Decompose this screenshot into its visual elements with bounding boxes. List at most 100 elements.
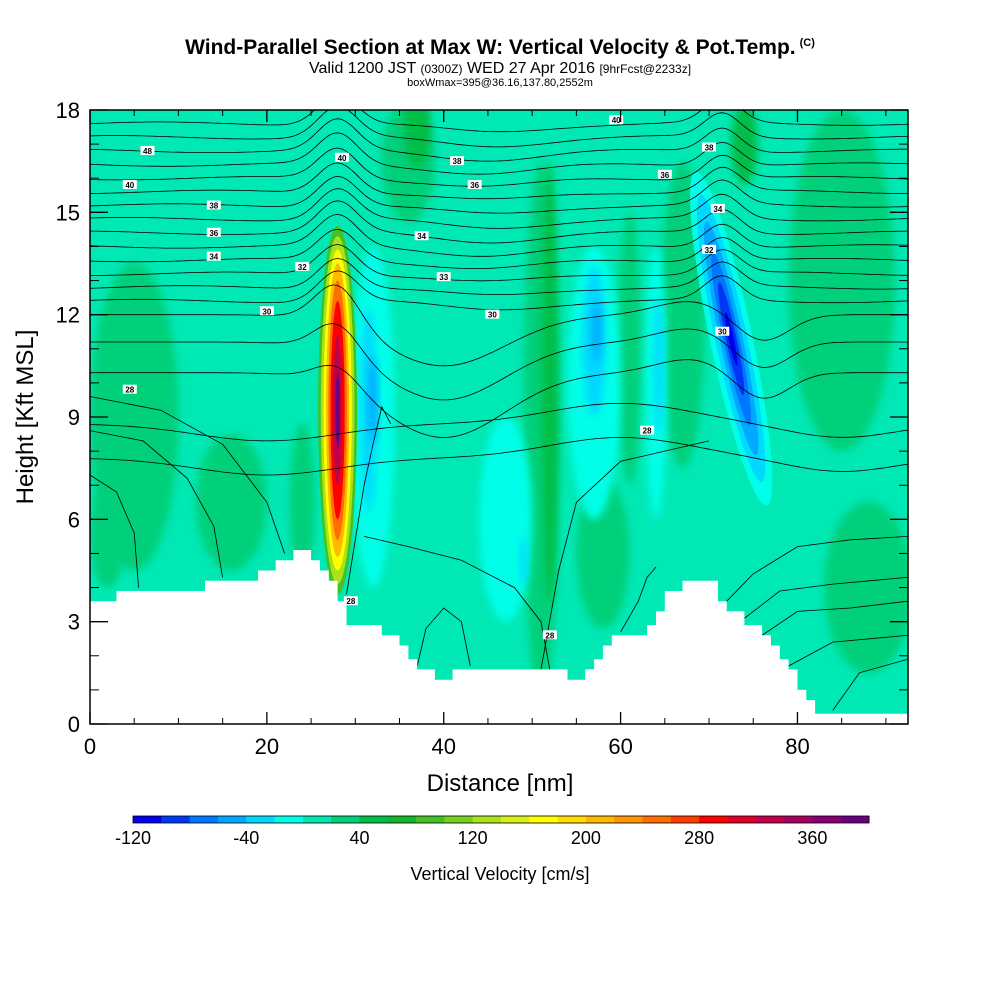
velocity-blob [479,416,533,622]
isentrope-label: 48 [140,145,155,156]
isentrope-label-bg [467,180,482,190]
colorbar-swatch [189,816,219,823]
isentrope-label-text: 38 [209,202,218,211]
colorbar-tick-label: 120 [458,828,488,848]
isentrope-line [832,658,908,711]
colorbar-swatch [302,816,332,823]
isentrope-label-text: 40 [612,116,621,125]
y-axis-label: Height [Kft MSL] [12,330,39,505]
isentrope-label: 38 [702,142,717,153]
velocity-blob [368,355,378,445]
x-tick-label: 60 [608,734,632,759]
isentrope-label: 36 [467,180,482,190]
title-text: Wind-Parallel Section at Max W: Vertical… [185,36,796,59]
y-tick-label: 15 [56,200,80,225]
chart-subtitle: Valid 1200 JST (0300Z) WED 27 Apr 2016 [… [0,60,1000,78]
colorbar-swatch [529,816,559,823]
velocity-blob [731,110,758,186]
velocity-blob [289,423,315,581]
isentrope-label-text: 32 [705,246,714,255]
isentrope-label: 34 [414,231,429,241]
isentrope-label-bg [414,231,429,241]
terrain [90,550,908,724]
isentrope-line [90,228,908,269]
velocity-blob [592,301,602,363]
isentrope-label: 28 [122,384,137,395]
colorbar-swatch [416,816,445,823]
isentrope-label: 38 [206,200,221,211]
isentrope-line [90,244,908,282]
isentrope-line [90,323,908,401]
isentrope-label: 30 [485,309,500,320]
x-tick-label: 20 [255,734,279,759]
isentrope-line [90,437,908,476]
isentrope-label-text: 38 [705,144,714,153]
isentrope-label: 36 [657,169,672,180]
isentrope-label: 32 [295,261,310,272]
isentrope-line [90,396,285,554]
isentrope-label-bg [140,145,155,155]
isentrope-label-text: 33 [439,273,448,282]
isentrope-label-text: 28 [643,427,652,436]
colorbar-swatch [642,816,672,823]
x-tick-label: 80 [785,734,809,759]
isentrope-label: 40 [335,152,350,163]
isentrope-label-text: 28 [545,631,554,640]
isentrope-label-text: 36 [209,229,218,238]
isentrope-label: 33 [436,272,451,282]
isentrope-label-text: 36 [660,171,669,180]
isentrope-label-text: 34 [417,232,426,241]
y-tick-label: 0 [68,712,80,737]
colorbar-swatch [699,816,728,823]
isentrope-line [90,147,908,187]
isentrope-label-bg [335,152,350,162]
velocity-blob [196,434,267,571]
velocity-blob [90,485,126,588]
colorbar-tick-label: -120 [115,828,151,848]
isentrope-label-text: 48 [143,147,152,156]
isentrope-label-text: 30 [488,311,497,320]
colorbar-tick-label: -40 [233,828,259,848]
colorbar-swatch [133,816,162,823]
colorbar-swatch [217,816,247,823]
colorbar-swatch [387,816,417,823]
isentrope-line [90,359,908,438]
isentrope-line [90,284,908,367]
colorbar-label: Vertical Velocity [cm/s] [410,864,589,884]
colorbar-swatch [614,816,644,823]
isentrope-label: 28 [343,596,358,606]
y-tick-label: 6 [68,507,80,532]
isentrope-line [90,474,139,588]
velocity-blob [617,212,641,486]
isentrope-label-bg [657,169,672,179]
colorbar-swatch [670,816,700,823]
isentrope-label: 30 [715,326,730,337]
isentrope-label-text: 40 [125,181,134,190]
isentrope-label-bg [715,326,730,336]
isentrope-label-bg [436,272,451,282]
isentrope-label-bg [206,251,221,261]
isentrope-label-bg [702,142,717,152]
isentrope-label-bg [609,115,624,125]
terrain-mask [90,550,908,724]
colorbar-swatch [246,816,276,823]
isentrope-label-text: 34 [209,253,218,262]
box-info: boxWmax=395@36.16,137.80,2552m [407,77,593,89]
colorbar-tick-label: 280 [684,828,714,848]
isentrope-line [761,600,908,636]
isentrope-label-bg [485,309,500,319]
velocity-blob [519,536,527,585]
valid-time: Valid 1200 JST [308,60,416,77]
isentrope-label: 34 [710,203,725,214]
isentrope-line [90,213,908,257]
isentrope-line [90,175,908,214]
isentrope-label-bg [542,630,557,640]
isentrope-label-bg [710,203,725,213]
isentrope-line [90,132,908,175]
isentrope-line [788,634,908,667]
isentrope-label-bg [702,244,717,254]
isentrope-line [90,200,908,244]
isentrope-line [90,430,223,578]
